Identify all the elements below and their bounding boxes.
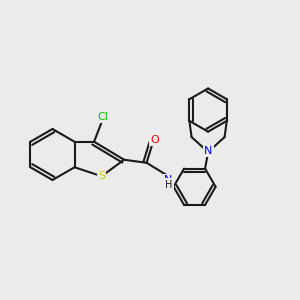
Text: N: N [164,175,173,185]
Text: S: S [98,171,105,181]
Text: H: H [165,180,172,190]
Text: O: O [151,135,159,145]
Text: Cl: Cl [98,112,109,122]
Text: N: N [204,146,212,156]
